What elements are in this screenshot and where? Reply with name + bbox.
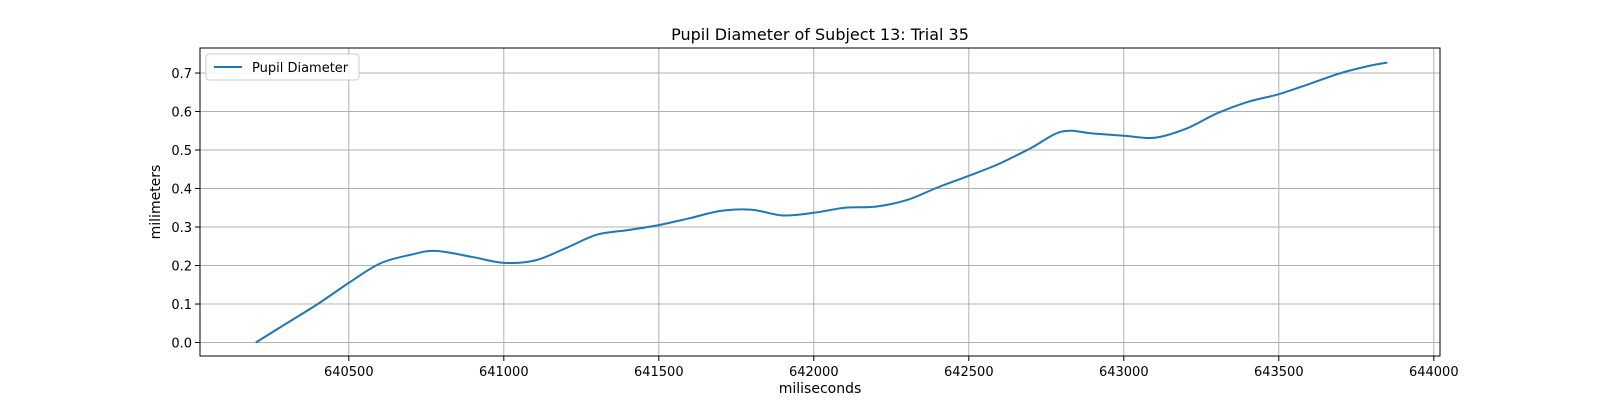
y-tick-label: 0.4 [171, 183, 192, 198]
x-tick-label: 643000 [1099, 365, 1149, 380]
legend-label-pupil-diameter: Pupil Diameter [252, 61, 349, 76]
x-tick-label: 642500 [944, 365, 994, 380]
grid-layer [200, 48, 1440, 356]
series-line-pupil-diameter [255, 61, 1388, 344]
y-tick-label: 0.7 [171, 67, 192, 82]
legend: Pupil Diameter [205, 53, 360, 81]
y-tick-label: 0.5 [171, 144, 192, 159]
y-tick-label: 0.1 [171, 298, 192, 313]
y-tick-label: 0.0 [171, 337, 192, 352]
y-tick-label: 0.6 [171, 106, 192, 121]
legend-box [205, 53, 360, 81]
x-tick-label: 642000 [789, 365, 839, 380]
y-tick-label: 0.2 [171, 260, 192, 275]
x-tick-label: 644000 [1409, 365, 1459, 380]
x-tick-label: 641500 [634, 365, 684, 380]
plot-frame [199, 47, 1441, 357]
y-tick-label: 0.3 [171, 221, 192, 236]
x-tick-label: 643500 [1254, 365, 1304, 380]
tick-layer: 640500 641000 641500 642000 642500 643000 6435… [171, 67, 1458, 380]
x-tick-label: 640500 [324, 365, 374, 380]
x-axis-label: miliseconds [779, 381, 862, 397]
series-layer [255, 61, 1388, 344]
y-axis-label: milimeters [148, 165, 164, 240]
x-tick-label: 641000 [479, 365, 529, 380]
chart-title: Pupil Diameter of Subject 13: Trial 35 [671, 25, 969, 44]
